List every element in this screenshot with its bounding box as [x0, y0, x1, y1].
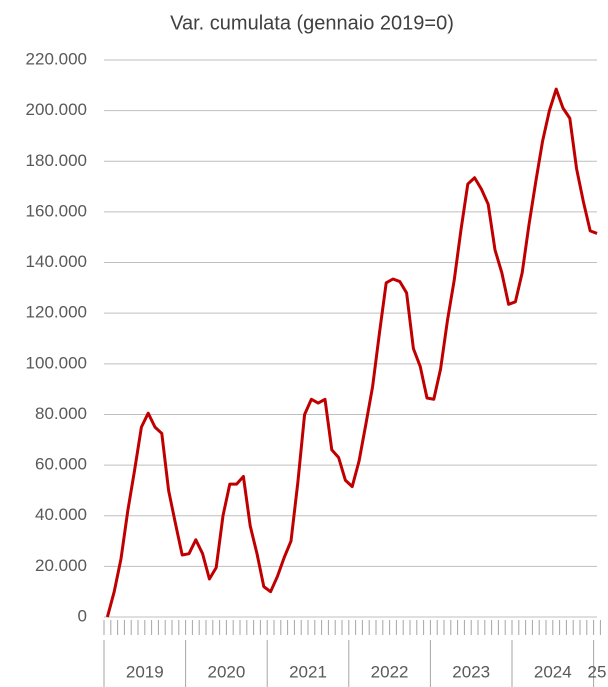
y-tick-label: 60.000 — [35, 455, 87, 474]
y-tick-label: 80.000 — [35, 404, 87, 423]
line-series — [105, 87, 598, 618]
x-group-label: 2021 — [289, 662, 327, 681]
y-tick-label: 140.000 — [26, 252, 87, 271]
y-tick-label: 40.000 — [35, 505, 87, 524]
x-group-label: 2020 — [207, 662, 245, 681]
x-group-label: 2024 — [534, 662, 572, 681]
chart-title: Var. cumulata (gennaio 2019=0) — [170, 12, 454, 34]
y-tick-label: 120.000 — [26, 303, 87, 322]
y-tick-label: 180.000 — [26, 151, 87, 170]
x-group-label: 25 — [588, 662, 607, 681]
y-tick-label: 100.000 — [26, 353, 87, 372]
y-tick-label: 220.000 — [26, 49, 87, 68]
y-tick-label: 160.000 — [26, 201, 87, 220]
x-group-label: 2023 — [452, 662, 490, 681]
x-group-label: 2022 — [371, 662, 409, 681]
y-tick-label: 20.000 — [35, 556, 87, 575]
y-tick-label: 200.000 — [26, 100, 87, 119]
x-group-label: 2019 — [126, 662, 164, 681]
y-tick-label: 0 — [78, 606, 87, 625]
